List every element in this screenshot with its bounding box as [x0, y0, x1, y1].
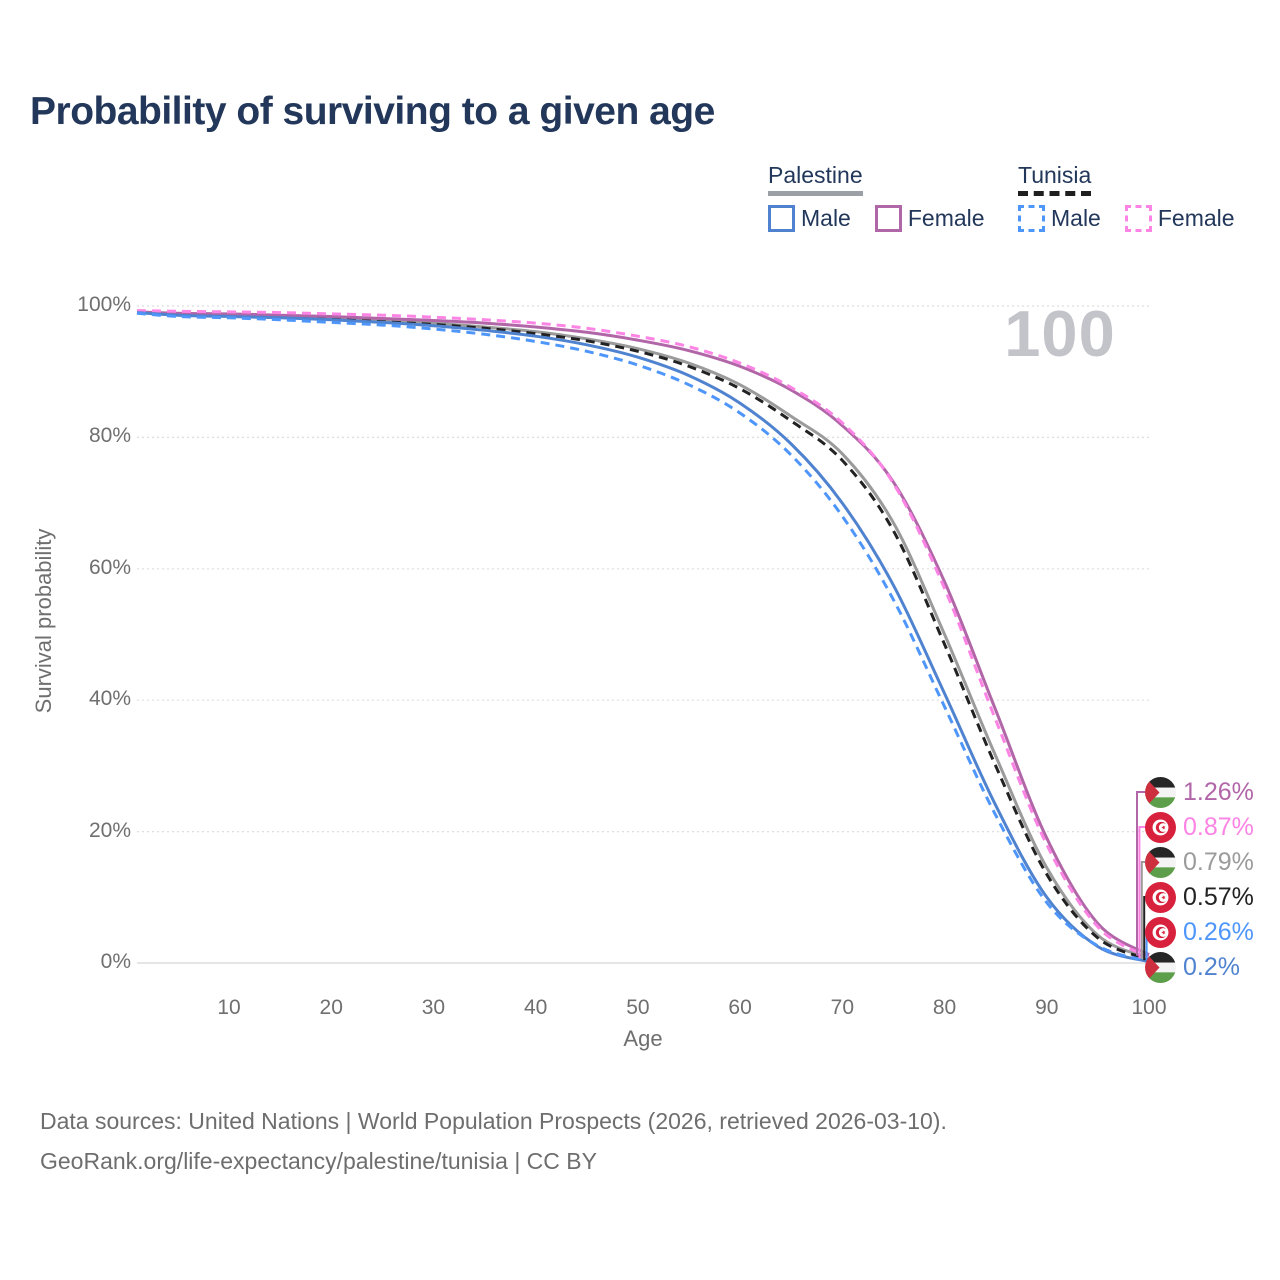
y-tick-label: 100% [77, 293, 131, 316]
source-url-text[interactable]: GeoRank.org/life-expectancy/palestine/tu… [40, 1148, 597, 1174]
y-tick-label: 40% [88, 687, 131, 711]
end-label-connector [1136, 791, 1149, 956]
page-title: Probability of surviving to a given age [30, 90, 715, 133]
legend-item-palestine-male[interactable]: Male [768, 205, 851, 232]
x-tick-label: 30 [421, 996, 446, 1019]
end-label-palestine-male: 0.2% [1145, 950, 1240, 984]
legend-item-label: Female [1157, 205, 1235, 231]
x-tick-label: 100 [1131, 996, 1167, 1019]
y-tick-label: 20% [88, 818, 131, 842]
legend-group-palestine: Palestine Male Female [768, 162, 985, 232]
legend-item-tunisia-male[interactable]: Male [1018, 205, 1101, 232]
x-tick-label: 40 [523, 996, 548, 1019]
series-line-tunisia-both-sexes[interactable] [136, 311, 1150, 961]
x-axis-title: Age [623, 1026, 663, 1051]
end-label-value: 0.87% [1183, 812, 1254, 841]
palestine-flag-icon [1145, 776, 1176, 808]
legend-country-tunisia[interactable]: Tunisia [1018, 162, 1092, 196]
data-sources-text: Data sources: United Nations | World Pop… [40, 1108, 947, 1134]
legend-item-label: Male [1051, 205, 1101, 231]
y-tick-label: 60% [88, 555, 131, 579]
legend-item-label: Female [907, 205, 985, 231]
tunisia-flag-icon [1145, 811, 1176, 843]
age-watermark: 100 [1004, 297, 1116, 370]
x-tick-label: 70 [830, 996, 855, 1019]
legend-group-tunisia: Tunisia Male Female [1018, 162, 1235, 232]
end-label-value: 1.26% [1183, 777, 1254, 806]
palestine-male-swatch-icon [768, 205, 795, 232]
series-line-tunisia-female[interactable] [136, 309, 1150, 959]
y-axis-title: Survival probability [31, 528, 56, 714]
end-label-value: 0.79% [1183, 847, 1254, 876]
y-tick-label: 0% [100, 950, 131, 973]
palestine-female-swatch-icon [874, 205, 902, 232]
tunisia-flag-icon [1145, 881, 1176, 913]
legend-item-tunisia-female[interactable]: Female [1124, 205, 1235, 232]
tunisia-female-swatch-icon [1124, 205, 1152, 232]
legend-item-label: Male [801, 205, 851, 231]
series-line-palestine-male[interactable] [136, 311, 1150, 964]
x-tick-label: 90 [1035, 996, 1059, 1019]
x-tick-label: 10 [217, 996, 241, 1019]
x-tick-label: 80 [932, 996, 957, 1019]
end-label-value: 0.57% [1183, 882, 1254, 911]
series-line-tunisia-male[interactable] [136, 311, 1150, 963]
end-label-connector [1140, 861, 1149, 959]
x-tick-label: 50 [626, 996, 650, 1019]
end-label-tunisia-male: 0.26% [1145, 915, 1254, 949]
x-tick-label: 60 [728, 996, 752, 1019]
end-label-palestine-female: 1.26% [1145, 775, 1254, 809]
series-line-palestine-female[interactable] [136, 310, 1150, 957]
tunisia-male-swatch-icon [1018, 205, 1045, 232]
end-label-value: 0.2% [1183, 952, 1240, 981]
palestine-flag-icon [1145, 846, 1176, 878]
end-label-palestine-both-sexes: 0.79% [1145, 845, 1254, 879]
legend-country-palestine[interactable]: Palestine [768, 162, 863, 196]
end-label-tunisia-female: 0.87% [1145, 810, 1254, 844]
palestine-flag-icon [1145, 951, 1176, 983]
x-tick-label: 20 [319, 996, 343, 1019]
end-label-tunisia-both-sexes: 0.57% [1145, 880, 1254, 914]
tunisia-flag-icon [1145, 916, 1176, 948]
end-label-value: 0.26% [1183, 917, 1254, 946]
y-tick-label: 80% [88, 424, 131, 448]
series-line-palestine-both-sexes[interactable] [136, 310, 1150, 960]
legend-item-palestine-female[interactable]: Female [874, 205, 985, 232]
